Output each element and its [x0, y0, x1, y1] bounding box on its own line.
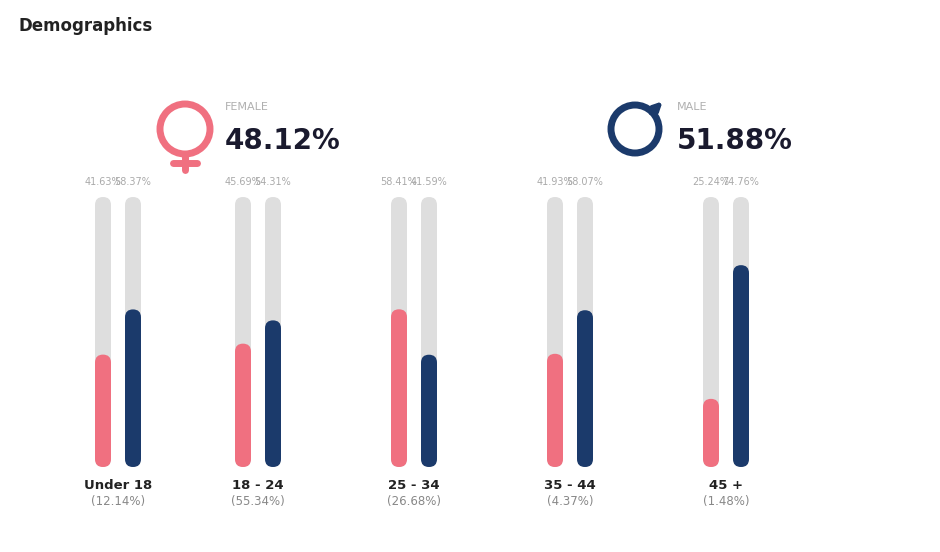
- Text: 41.63%: 41.63%: [85, 177, 121, 187]
- Text: 25 - 34: 25 - 34: [388, 479, 440, 492]
- Text: 25.24%: 25.24%: [693, 177, 729, 187]
- Text: 58.41%: 58.41%: [381, 177, 417, 187]
- FancyBboxPatch shape: [577, 197, 593, 467]
- Text: 45 +: 45 +: [709, 479, 743, 492]
- Text: 74.76%: 74.76%: [723, 177, 760, 187]
- FancyBboxPatch shape: [421, 197, 437, 467]
- Text: (4.37%): (4.37%): [547, 495, 593, 508]
- FancyBboxPatch shape: [547, 354, 563, 467]
- FancyBboxPatch shape: [547, 197, 563, 467]
- Text: 48.12%: 48.12%: [225, 127, 340, 155]
- Text: (26.68%): (26.68%): [387, 495, 441, 508]
- Text: 58.07%: 58.07%: [567, 177, 603, 187]
- Text: 41.59%: 41.59%: [411, 177, 447, 187]
- Text: 45.69%: 45.69%: [225, 177, 261, 187]
- Text: MALE: MALE: [677, 102, 708, 112]
- FancyBboxPatch shape: [733, 265, 749, 467]
- FancyBboxPatch shape: [577, 310, 593, 467]
- FancyBboxPatch shape: [125, 197, 141, 467]
- Text: (55.34%): (55.34%): [231, 495, 285, 508]
- Text: FEMALE: FEMALE: [225, 102, 269, 112]
- Text: (12.14%): (12.14%): [91, 495, 145, 508]
- FancyBboxPatch shape: [235, 344, 251, 467]
- FancyBboxPatch shape: [733, 197, 749, 467]
- FancyBboxPatch shape: [703, 399, 719, 467]
- FancyBboxPatch shape: [95, 197, 111, 467]
- Text: Under 18: Under 18: [84, 479, 152, 492]
- Text: Demographics: Demographics: [18, 17, 152, 35]
- Text: 18 - 24: 18 - 24: [232, 479, 284, 492]
- Text: 35 - 44: 35 - 44: [544, 479, 596, 492]
- FancyBboxPatch shape: [703, 197, 719, 467]
- Text: 51.88%: 51.88%: [677, 127, 792, 155]
- FancyBboxPatch shape: [265, 320, 281, 467]
- FancyBboxPatch shape: [95, 354, 111, 467]
- Text: 54.31%: 54.31%: [255, 177, 291, 187]
- Text: (1.48%): (1.48%): [703, 495, 749, 508]
- FancyBboxPatch shape: [421, 355, 437, 467]
- Text: 41.93%: 41.93%: [537, 177, 573, 187]
- FancyBboxPatch shape: [391, 197, 407, 467]
- FancyBboxPatch shape: [235, 197, 251, 467]
- FancyBboxPatch shape: [125, 310, 141, 467]
- Text: 58.37%: 58.37%: [115, 177, 151, 187]
- FancyBboxPatch shape: [265, 197, 281, 467]
- FancyBboxPatch shape: [391, 309, 407, 467]
